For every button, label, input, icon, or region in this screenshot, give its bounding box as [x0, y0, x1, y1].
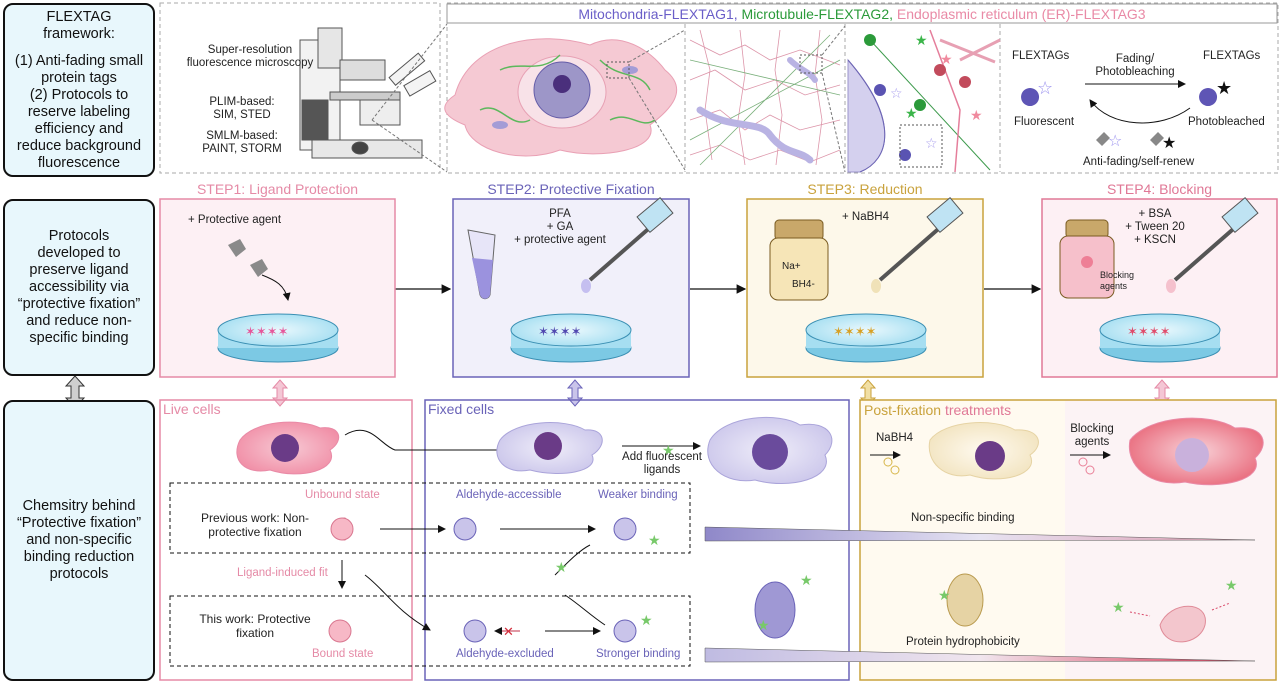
chemistry-label: Chemsitry behind “Protective fixation” a… [16, 498, 142, 582]
svg-text:✶✶✶✶: ✶✶✶✶ [245, 325, 289, 340]
framework-title: FLEXTAG framework: [43, 8, 115, 42]
network-illustration [689, 29, 841, 166]
framework-label-box: FLEXTAG framework: (1) Anti-fading small… [3, 3, 155, 177]
svg-text:✶✶✶✶: ✶✶✶✶ [538, 325, 582, 340]
svg-text:☆: ☆ [890, 86, 903, 102]
step4-note-3: + KSCN [1134, 234, 1176, 246]
svg-text:★: ★ [800, 573, 813, 589]
svg-text:☆: ☆ [1108, 131, 1122, 150]
svg-text:★: ★ [970, 108, 983, 124]
ligand-induced-fit-label: Ligand-induced fit [237, 567, 328, 579]
blocking-agents-label: Blocking agents [1070, 423, 1114, 448]
svg-text:✶✶✶✶: ✶✶✶✶ [833, 325, 877, 340]
cycle-top-label: Fading/ Photobleaching [1095, 53, 1175, 78]
dish-step1: ✶✶✶✶ [217, 239, 339, 363]
svg-text:★: ★ [905, 106, 918, 122]
step4-note-2: + Tween 20 [1125, 221, 1185, 233]
step2-note-1: PFA [549, 208, 571, 220]
svg-text:☆: ☆ [925, 136, 938, 152]
step4-vial-label: Blocking agents [1100, 270, 1135, 291]
svg-text:★: ★ [555, 560, 568, 576]
plim-methods: SIM, STED [213, 109, 271, 121]
svg-text:★: ★ [1216, 78, 1232, 99]
smlm-label: SMLM-based: [206, 130, 278, 142]
cycle-right-title: FLEXTAGs [1203, 50, 1261, 62]
cell-illustration [444, 38, 678, 157]
fixed-cells-title: Fixed cells [428, 401, 495, 417]
bound-state-label: Bound state [312, 648, 374, 660]
tag-er: Endoplasmic reticulum (ER)-FLEXTAG3 [896, 6, 1146, 22]
microscopy-title: Super-resolution fluorescence microscopy [186, 44, 314, 69]
post-fixation-word: Post-fixation [864, 402, 942, 418]
dish-step4: ✶✶✶✶ [1059, 196, 1259, 363]
live-cells-title: Live cells [163, 401, 221, 417]
protein-hydrophobicity-label: Protein hydrophobicity [906, 636, 1020, 648]
microscope-illustration [299, 27, 437, 159]
cycle-illustration: ☆ ★ ☆ ★ [1021, 78, 1232, 152]
cycle-left-state: Fluorescent [1014, 116, 1075, 128]
step3-vial-bh4: BH4- [792, 279, 815, 290]
aldehyde-accessible-label: Aldehyde-accessible [456, 489, 562, 501]
svg-text:★: ★ [915, 33, 928, 49]
plim-label: PLIM-based: [209, 96, 275, 108]
cycle-left-title: FLEXTAGs [1012, 50, 1070, 62]
nonspecific-binding-label: Non-specific binding [911, 512, 1015, 524]
svg-text:★: ★ [757, 618, 770, 634]
svg-text:★: ★ [938, 588, 951, 604]
svg-text:★: ★ [1225, 578, 1238, 594]
chemistry-label-box: Chemsitry behind “Protective fixation” a… [3, 400, 155, 681]
nabh4-label: NaBH4 [876, 432, 914, 444]
svg-text:★: ★ [940, 52, 953, 68]
step4-title: STEP4: Blocking [1106, 181, 1213, 197]
add-ligands-label: Add fluorescent ligands [622, 451, 702, 476]
dish-step3: ✶✶✶✶ [769, 196, 964, 363]
svg-text:★: ★ [640, 613, 653, 629]
step3-vial-na: Na+ [782, 261, 801, 272]
smlm-methods: PAINT, STORM [202, 143, 282, 155]
dish-step2: ✶✶✶✶ [467, 196, 674, 363]
treatments-word: treatments [944, 402, 1012, 418]
step3-note: + NaBH4 [842, 211, 889, 223]
post-fixation-title: Post-fixation treatments [864, 402, 1011, 418]
stronger-binding-label: Stronger binding [596, 648, 681, 660]
protocols-label: Protocols developed to preserve ligand a… [17, 228, 141, 346]
framework-item-1: (1) Anti-fading small protein tags [14, 52, 144, 86]
aldehyde-excluded-label: Aldehyde-excluded [456, 648, 554, 660]
svg-text:★: ★ [1162, 133, 1176, 152]
cycle-right-state: Photobleached [1188, 116, 1265, 128]
svg-text:★: ★ [648, 533, 661, 549]
step2-note-3: + protective agent [514, 234, 606, 246]
step2-title: STEP2: Protective Fixation [487, 181, 655, 197]
step2-note-2: + GA [546, 221, 574, 233]
unbound-state-label: Unbound state [305, 489, 380, 501]
svg-text:★: ★ [662, 443, 675, 459]
step4-note-1: + BSA [1138, 208, 1172, 220]
protocols-label-box: Protocols developed to preserve ligand a… [3, 199, 155, 376]
cycle-bottom-label: Anti-fading/self-renew [1083, 156, 1195, 168]
svg-text:★: ★ [1112, 600, 1125, 616]
this-work-label: This work: Protective fixation [199, 612, 311, 640]
step1-title: STEP1: Ligand Protection [196, 181, 359, 197]
step1-note: + Protective agent [188, 214, 282, 226]
svg-text:☆: ☆ [1037, 78, 1053, 99]
flextag-legend: Mitochondria-FLEXTAG1, Microtubule-FLEXT… [447, 6, 1277, 22]
framework-item-2: (2) Protocols to reserve labeling effici… [16, 86, 142, 171]
step3-title: STEP3: Reduction [807, 181, 923, 197]
svg-text:✶✶✶✶: ✶✶✶✶ [1127, 325, 1171, 340]
tag-mitochondria: Mitochondria-FLEXTAG1, [578, 6, 738, 22]
weaker-binding-label: Weaker binding [598, 489, 678, 501]
svg-text:✕: ✕ [503, 625, 514, 640]
ligand-markers: ★ ★ ★ ★ ☆ ☆ [864, 33, 983, 161]
previous-work-label: Previous work: Non-protective fixation [200, 511, 310, 539]
tag-microtubule: Microtubule-FLEXTAG2, [741, 6, 893, 22]
